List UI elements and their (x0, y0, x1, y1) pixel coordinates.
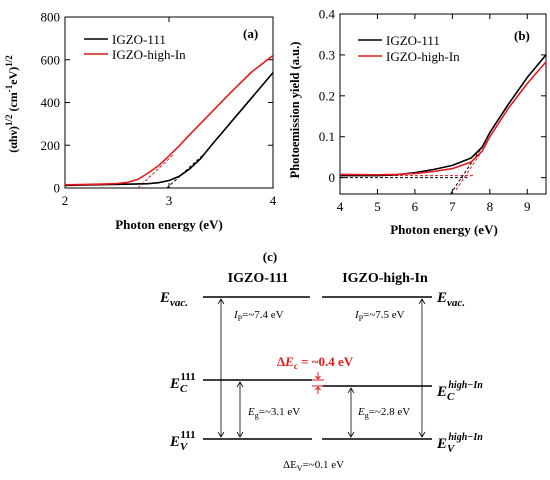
ytick-label: 0.4 (319, 7, 336, 22)
column-title-igzo-high-in: IGZO-high-In (342, 271, 428, 286)
evac-label-left: Evac. (159, 290, 188, 309)
ip-left-label: IP=~7.4 eV (233, 309, 284, 323)
series-line-igzo-high-in (340, 62, 546, 175)
series-line-igzo-111 (65, 73, 273, 186)
xtick-label: 5 (374, 199, 381, 214)
xtick-label: 8 (487, 199, 494, 214)
ytick-label: 400 (41, 95, 61, 110)
xtick-label: 6 (412, 199, 419, 214)
xtick-label: 4 (337, 199, 344, 214)
ec-label-right: EChigh−In (436, 380, 483, 403)
panel-a-series (65, 56, 273, 186)
ev-label-right: EVhigh−In (436, 432, 483, 455)
panel-a-ylabel: (αhν)1/2 (cm-1eV)1/2 (4, 55, 20, 153)
xtick-label: 7 (449, 199, 456, 214)
ytick-label: 0 (54, 181, 61, 196)
panel-b-fit-lines (340, 141, 486, 194)
panel-b-label: (b) (514, 28, 530, 43)
panel-b-xlabel: Photon energy (eV) (390, 222, 498, 237)
series-line-igzo-high-in (65, 56, 273, 185)
fit-line (167, 153, 205, 188)
panel-a-fit-lines (138, 153, 206, 188)
eg-arrow-left (237, 382, 243, 437)
evac-label-right: Evac. (436, 290, 465, 309)
ytick-label: 0.1 (319, 129, 335, 144)
panel-a-label: (a) (243, 26, 258, 41)
ytick-label: 0.3 (319, 47, 335, 62)
ip-right-label: IP=~7.5 eV (354, 309, 405, 323)
legend-b-label-igzo-high-in: IGZO-high-In (386, 49, 460, 64)
xtick-label: 4 (270, 193, 277, 208)
panel-b-ylabel: Photoemission yield (a.u.) (288, 42, 302, 179)
delta-ec-label: ΔEc = ~0.4 eV (277, 354, 354, 371)
delta-ec-marker (312, 372, 324, 394)
eg-left-label: Eg=~3.1 eV (247, 406, 300, 420)
ytick-label: 800 (41, 10, 61, 25)
panel-c-label: (c) (263, 249, 277, 264)
ev-label-left: EV111 (169, 429, 196, 453)
panel-b-series (340, 55, 546, 176)
panel-b: 4 5 6 7 8 9 0 0.1 0.2 0.3 0.4 (b) IGZO-111 IGZO-hi… (288, 7, 546, 238)
panel-a-xlabel: Photon energy (eV) (115, 217, 223, 232)
eg-right-label: Eg=~2.8 eV (357, 406, 410, 420)
ytick-label: 0.2 (319, 88, 335, 103)
panel-a: 2 3 4 0 200 400 600 800 (a) IGZO-111 IGZO-high-… (4, 10, 277, 233)
ip-arrow-left (218, 299, 224, 437)
eg-arrow-right (348, 388, 354, 437)
ip-arrow-right (419, 299, 425, 437)
ytick-label: 0 (329, 170, 336, 185)
legend-a-label-igzo-111: IGZO-111 (112, 32, 166, 47)
ytick-label: 600 (41, 52, 61, 67)
ytick-label: 200 (41, 138, 61, 153)
xtick-label: 9 (524, 199, 531, 214)
legend-b-label-igzo-111: IGZO-111 (386, 33, 440, 48)
panel-c-band-diagram: (c) IGZO-111 IGZO-high-In (159, 249, 483, 473)
ec-label-left: EC111 (169, 371, 196, 395)
series-line-igzo-111 (340, 55, 546, 176)
delta-ev-label: ΔEV=~0.1 eV (283, 459, 344, 473)
legend-a-label-igzo-high-in: IGZO-high-In (112, 47, 186, 62)
panel-a-plot-frame (65, 17, 273, 188)
xtick-label: 2 (62, 193, 69, 208)
column-title-igzo-111: IGZO-111 (228, 271, 289, 286)
xtick-label: 3 (166, 193, 173, 208)
